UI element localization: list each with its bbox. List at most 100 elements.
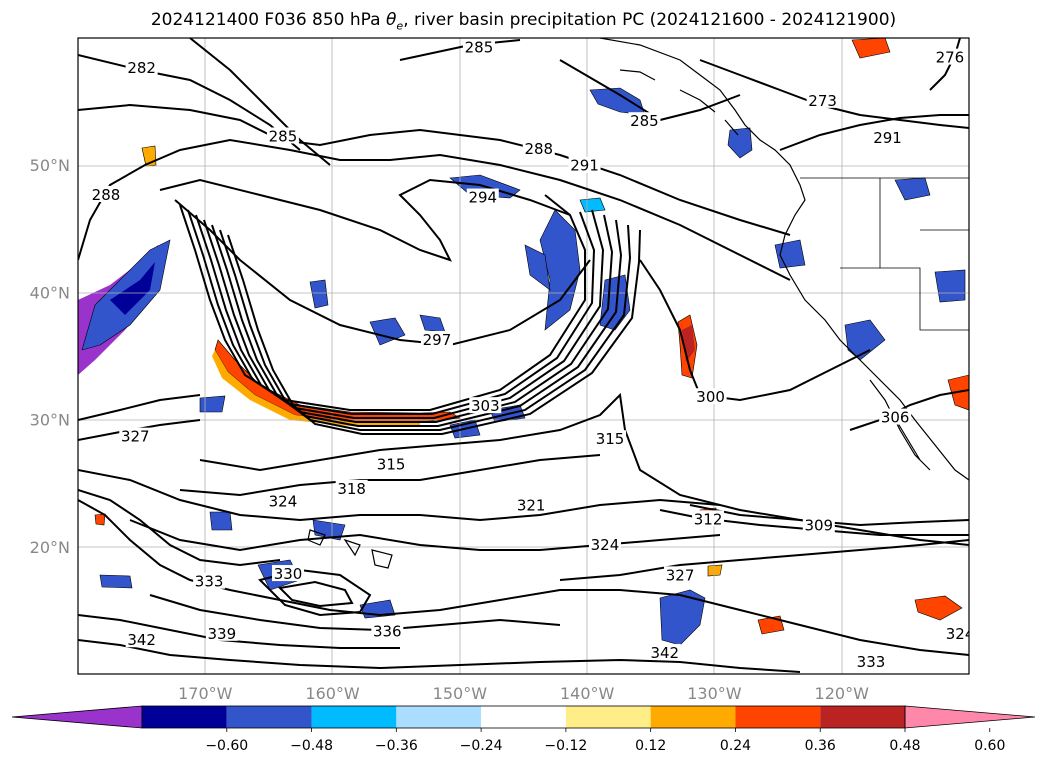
contour-label: 285 (465, 38, 494, 56)
contour-label-bg (420, 331, 453, 348)
contour-label: 315 (596, 430, 625, 448)
contour-label: 333 (857, 653, 886, 671)
pos-region-small-4 (94, 513, 106, 526)
contour-label-bg (854, 652, 887, 669)
contour-label: 324 (591, 536, 620, 554)
contour-336 (149, 594, 561, 632)
title-theta: θ (386, 10, 397, 30)
coastline-hawaii-3 (371, 549, 393, 569)
colorbar-tick-label: 0.60 (974, 738, 1005, 754)
contour-306 (849, 389, 969, 431)
contour-labels: 282 285 285 285 288 288 291 294 297 300 303 315 315 3… (90, 38, 969, 671)
pos-region-se (914, 595, 963, 621)
contour-label: 309 (804, 517, 833, 535)
contour-jet-6 (219, 224, 632, 431)
contour-label-bg (335, 479, 368, 496)
contour-label: 339 (208, 625, 237, 643)
title-prefix: 2024121400 F036 850 hPa (150, 10, 386, 30)
colorbar-segment (650, 706, 736, 728)
contour-label-bg (119, 427, 152, 444)
colorbar-tick-label: 0.36 (805, 738, 836, 754)
contour-273 (699, 59, 969, 129)
neg-region-tropic (659, 589, 706, 646)
contour-label-bg (375, 455, 408, 472)
colorbar-segment (820, 706, 905, 728)
lon-tick-label: 140°W (560, 684, 615, 703)
contour-label: 285 (269, 127, 298, 145)
map-panel: 282 285 285 285 288 288 291 294 297 300 303 315 315 3… (78, 38, 969, 674)
colorbar-outline (141, 705, 906, 729)
lat-tick-label: 40°N (30, 283, 70, 302)
coastline-islands (619, 69, 739, 136)
contour-label-bg (125, 58, 158, 75)
contour-288 (78, 103, 791, 236)
latitude-axis: 50°N 40°N 30°N 20°N (30, 156, 70, 557)
contour-291-ne (779, 114, 969, 151)
lat-tick-label: 30°N (30, 411, 70, 430)
contour-label-bg (944, 624, 969, 641)
contour-label: 315 (377, 456, 406, 474)
lon-tick-label: 150°W (433, 684, 488, 703)
contour-label-bg (594, 430, 627, 447)
border-states-1 (879, 178, 969, 331)
pos-region-ne (851, 38, 891, 59)
contour-291 (78, 138, 791, 281)
contour-label: 324 (269, 493, 298, 511)
neg-region-coast-2 (774, 239, 806, 269)
contour-label-bg (125, 631, 158, 648)
contour-label-bg (628, 112, 661, 129)
contour-label: 342 (650, 644, 679, 662)
contour-321 (78, 469, 721, 522)
neg-region-tropic-3 (99, 574, 133, 589)
contour-label: 333 (195, 573, 224, 591)
state-borders (800, 177, 969, 331)
contour-jet-1 (179, 194, 586, 411)
neg-region-light (579, 197, 606, 213)
contour-label: 297 (423, 331, 452, 349)
contour-label-bg (193, 572, 226, 589)
colorbar-segment (565, 706, 651, 728)
contour-330 (78, 489, 281, 567)
colorbar-tick-label: −0.60 (205, 738, 248, 754)
colorbar (11, 705, 1036, 729)
contour-294 (159, 178, 571, 262)
contour-label-bg (568, 156, 601, 173)
longitude-axis: 170°W 160°W 150°W 140°W 130°W 120°W (178, 684, 869, 703)
contour-label: 342 (127, 631, 156, 649)
colorbar-extend-low (11, 705, 143, 729)
contour-label-bg (802, 516, 835, 533)
contour-342 (78, 639, 801, 673)
contour-label-bg (469, 397, 502, 414)
colorbar-segment (735, 706, 821, 728)
contour-label-bg (466, 188, 499, 205)
pos-region-front-edge (212, 350, 420, 426)
contour-label: 285 (630, 112, 659, 130)
contour-label: 300 (696, 388, 725, 406)
contour-label-bg (90, 186, 123, 202)
colorbar-extend-high (904, 705, 1036, 729)
contour-label: 312 (694, 510, 723, 528)
contour-label: 327 (121, 428, 150, 446)
title-theta-subscript: e (396, 19, 404, 33)
colorbar-ticks: −0.60 −0.48 −0.36 −0.24 −0.12 0.12 0.24 0.36 0.4… (205, 728, 1005, 754)
neg-region-jet (539, 209, 581, 331)
lon-tick-label: 130°W (687, 684, 742, 703)
contour-label: 294 (468, 189, 497, 207)
lon-tick-label: 170°W (178, 684, 233, 703)
colorbar-tick-label: −0.24 (460, 738, 503, 754)
contour-label: 291 (570, 157, 599, 175)
contour-label-bg (694, 388, 727, 405)
positive-precip-regions (94, 38, 969, 635)
contour-label-bg (522, 140, 555, 157)
neg-region-jet-2 (524, 244, 551, 291)
contour-jet-2 (187, 209, 596, 415)
contour-label-bg (933, 48, 966, 65)
map-frame (77, 37, 970, 675)
contour-label: 336 (373, 622, 402, 640)
contour-label: 303 (471, 397, 500, 415)
colorbar-tick-label: −0.36 (375, 738, 418, 754)
contour-label-bg (272, 565, 305, 582)
neg-region-ne-2 (934, 269, 966, 303)
colorbar-segment (396, 706, 482, 728)
